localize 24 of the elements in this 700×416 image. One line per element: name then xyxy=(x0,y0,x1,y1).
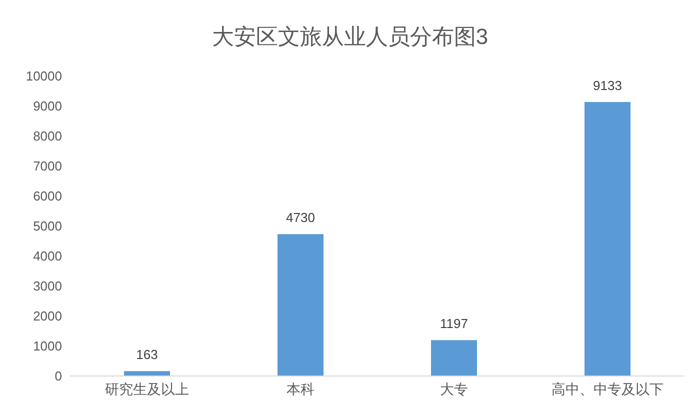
data-label: 163 xyxy=(136,347,158,362)
y-tick-label: 6000 xyxy=(33,188,62,204)
y-tick-label: 4000 xyxy=(33,248,62,264)
y-tick-label: 5000 xyxy=(33,218,62,234)
chart-title: 大安区文旅从业人员分布图3 xyxy=(210,23,490,51)
y-tick-label: 7000 xyxy=(33,158,62,174)
y-tick-label: 2000 xyxy=(33,308,62,324)
bar xyxy=(584,102,630,376)
x-tick-label: 本科 xyxy=(286,380,314,397)
data-label: 1197 xyxy=(440,316,468,332)
data-label: 4730 xyxy=(286,210,315,226)
bar xyxy=(124,371,170,376)
y-tick-label: 8000 xyxy=(33,128,62,144)
y-tick-label: 1000 xyxy=(33,338,62,354)
x-tick-label: 高中、中专及以下 xyxy=(551,380,664,397)
y-tick-label: 9000 xyxy=(33,98,62,114)
x-tick-label: 大专 xyxy=(440,380,468,397)
x-tick-label: 研究生及以上 xyxy=(104,380,189,397)
bar xyxy=(431,340,477,376)
y-tick-label: 10000 xyxy=(26,68,62,84)
bar xyxy=(278,234,324,376)
y-tick-label: 0 xyxy=(54,368,62,384)
data-label: 9133 xyxy=(593,78,622,94)
y-tick-label: 3000 xyxy=(33,278,62,294)
